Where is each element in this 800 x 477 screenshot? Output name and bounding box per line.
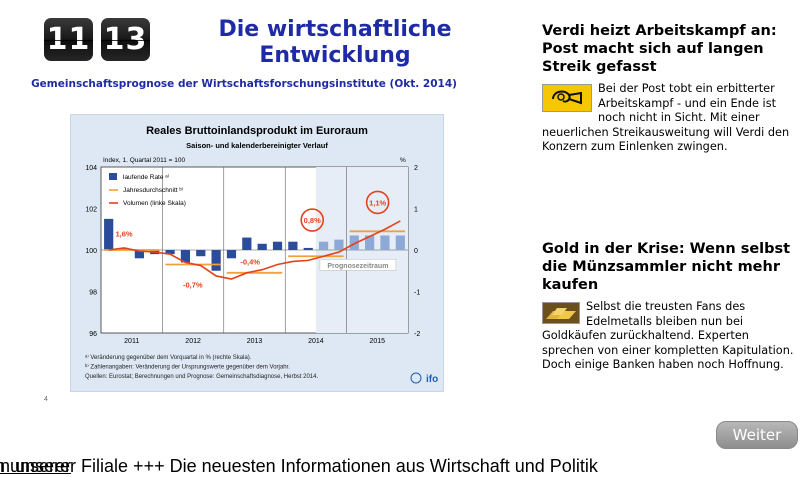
chart-footnote: ᵃ⁾ Veränderung gegenüber dem Vorquartal … — [85, 354, 252, 361]
ticker-text: k in unserer Filiale +++ Die neuesten In… — [0, 456, 598, 476]
chart-left-axis-label: Index, 1. Quartal 2011 = 100 — [103, 157, 185, 164]
bar — [104, 218, 114, 250]
y-tick-right: -2 — [414, 331, 420, 338]
clock: 11 13 — [44, 18, 150, 61]
bar — [272, 241, 283, 250]
bar — [303, 247, 313, 250]
y-tick-right: 1 — [414, 207, 418, 214]
annotation-label: 0,8% — [304, 216, 321, 225]
bar — [395, 235, 405, 250]
page-title: Die wirtschaftliche Entwicklung — [218, 17, 452, 68]
x-tick-label: 2015 — [370, 338, 386, 345]
bar — [119, 247, 129, 250]
bar — [318, 241, 329, 250]
chart-footnote: Quellen: Eurostat; Berechnungen und Prog… — [85, 374, 318, 380]
bar — [288, 241, 298, 250]
y-tick-right: -1 — [414, 290, 420, 297]
news-item-2[interactable]: Gold in der Krise: Wenn selbst die Münzs… — [542, 240, 797, 373]
clock-hours: 11 — [44, 18, 93, 61]
page-subtitle: Gemeinschaftsprognose der Wirtschaftsfor… — [31, 78, 457, 90]
y-tick-left: 104 — [85, 165, 97, 172]
x-tick-label: 2012 — [185, 338, 201, 345]
bar — [380, 235, 390, 250]
legend-label: Jahresdurchschnitt ᵇ⁾ — [123, 186, 184, 194]
legend-label: Volumen (linke Skala) — [123, 200, 186, 207]
legend-swatch-bars — [109, 173, 117, 180]
ifo-logo: ifo — [426, 374, 438, 385]
chart-svg: Reales Bruttoinlandsprodukt im Euroraum S… — [85, 125, 438, 385]
bar — [180, 250, 191, 263]
news-item-1[interactable]: Verdi heizt Arbeitskampf an: Post macht … — [542, 22, 797, 155]
x-tick-label: 2011 — [124, 338, 139, 345]
chart-footnote: ᵇ⁾ Zahlenangaben: Veränderung der Urspru… — [85, 364, 290, 371]
gdp-chart: Reales Bruttoinlandsprodukt im Euroraum S… — [70, 114, 444, 392]
legend-label: laufende Rate ᵃ⁾ — [123, 173, 170, 181]
bar — [365, 235, 375, 250]
y-tick-left: 96 — [89, 331, 97, 338]
x-tick-label: 2014 — [308, 338, 324, 345]
bar — [242, 237, 252, 250]
y-tick-left: 102 — [85, 207, 97, 214]
clock-minutes: 13 — [101, 18, 150, 61]
chart-subtitle: Saison- und kalenderbereinigter Verlauf — [186, 141, 328, 150]
chart-right-axis-label: % — [400, 157, 406, 164]
bar — [134, 250, 144, 259]
y-tick-right: 0 — [414, 248, 418, 255]
copyright-icon — [410, 372, 422, 384]
gold-bars-icon — [542, 302, 580, 324]
annotation-circle — [365, 190, 390, 215]
volume-line — [108, 220, 401, 280]
y-tick-left: 100 — [85, 248, 97, 255]
y-tick-right: 2 — [414, 165, 418, 172]
news-ticker: k in unserer Filiale +++ Die neuesten In… — [0, 455, 800, 477]
news-teaser: Bei der Post tobt ein erbitterter Arbeit… — [542, 82, 790, 153]
annotation-label: -0,7% — [183, 280, 203, 289]
slide-number: 4 — [44, 396, 48, 403]
annotation-circle — [300, 208, 325, 232]
chart-title: Reales Bruttoinlandsprodukt im Euroraum — [146, 125, 368, 137]
bar — [226, 250, 237, 259]
y-tick-left: 98 — [89, 290, 97, 297]
bar — [349, 235, 359, 250]
bar — [334, 239, 344, 250]
bar — [211, 250, 221, 271]
annotation-label: -0,4% — [240, 258, 260, 267]
bar — [196, 250, 206, 257]
news-teaser: Selbst die treusten Fans des Edelmetalls… — [542, 300, 794, 371]
x-tick-label: 2013 — [247, 338, 263, 345]
news-headline[interactable]: Verdi heizt Arbeitskampf an: Post macht … — [542, 23, 777, 75]
bar — [165, 250, 175, 255]
bar — [257, 243, 267, 250]
annotation-label: 1,1% — [369, 198, 386, 207]
news-headline[interactable]: Gold in der Krise: Wenn selbst die Münzs… — [542, 241, 791, 293]
forecast-label-box — [319, 259, 397, 271]
more-button[interactable]: Weiter — [716, 421, 798, 449]
forecast-label: Prognosezeitraum — [327, 263, 388, 270]
post-horn-icon — [542, 84, 592, 112]
annotation-label: 1,6% — [115, 230, 132, 239]
